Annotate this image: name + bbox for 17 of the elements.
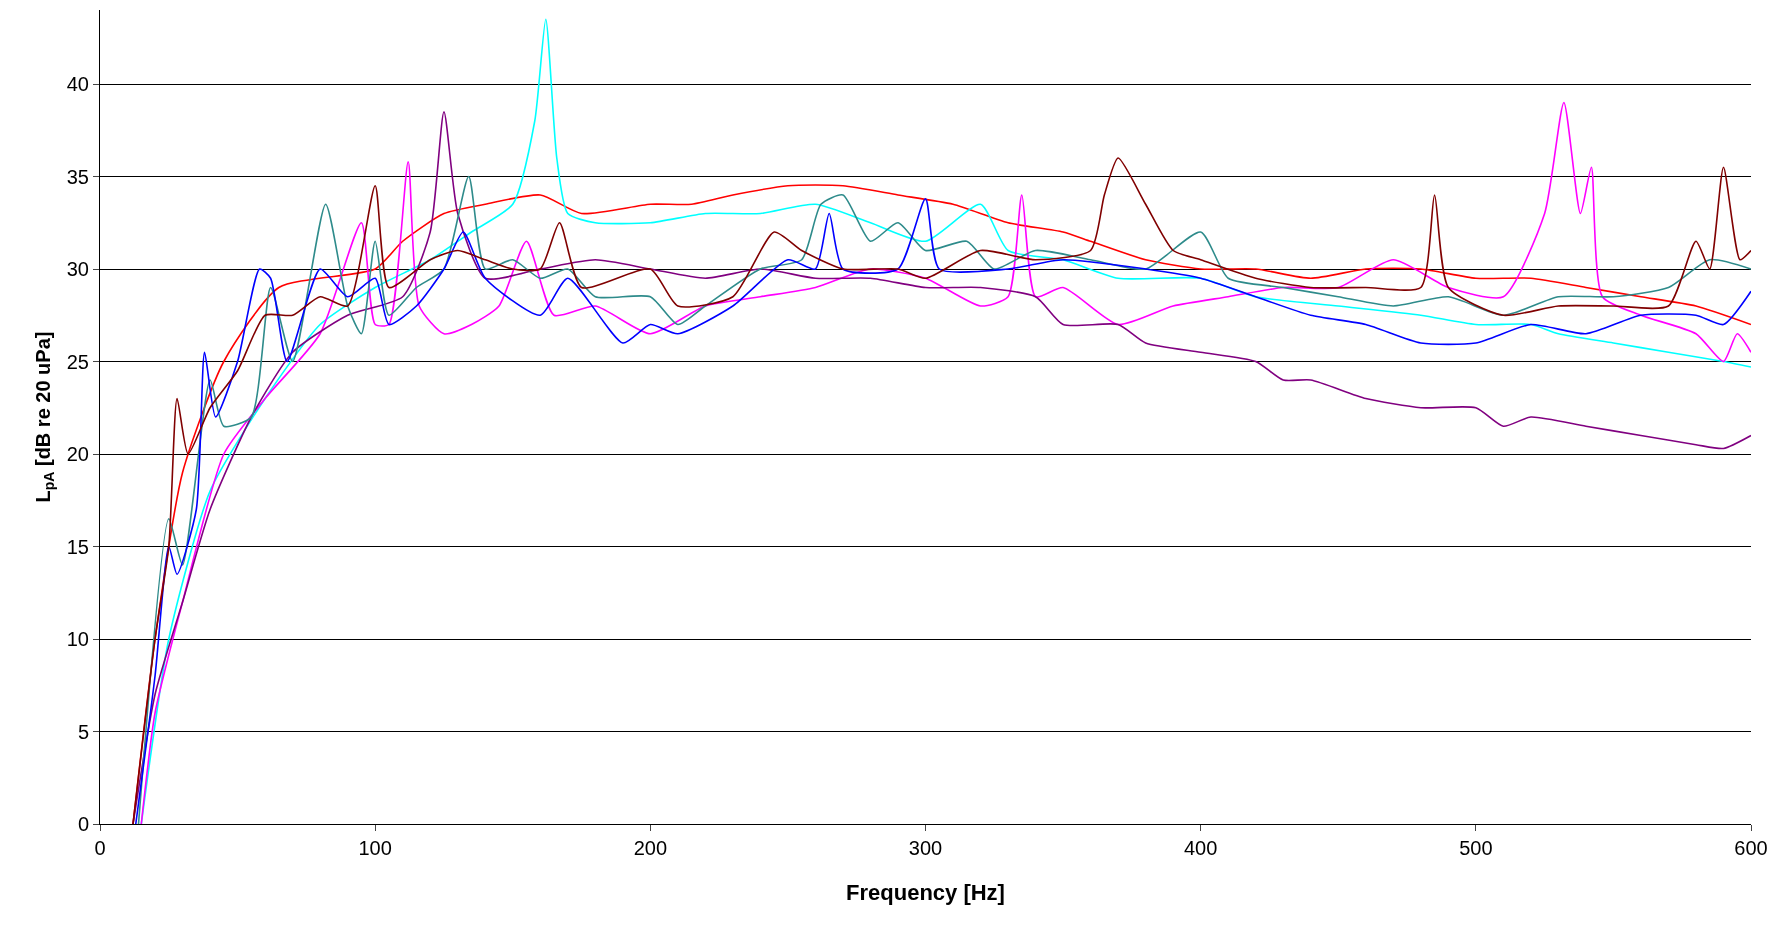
- y-tick-label: 30: [66, 258, 89, 280]
- x-tick-label: 500: [1459, 837, 1493, 859]
- y-tick-label: 25: [66, 350, 89, 373]
- y-tick-label: 35: [66, 165, 89, 188]
- y-tick-label: 5: [77, 720, 89, 743]
- x-tick-label: 100: [358, 837, 392, 859]
- x-tick-label: 600: [1734, 837, 1768, 859]
- x-tick-label: 200: [633, 837, 668, 859]
- y-tick-label: 15: [66, 535, 89, 558]
- y-tick-label: 40: [66, 73, 89, 95]
- y-tick-label: 10: [66, 628, 89, 650]
- y-tick-label: 0: [77, 813, 89, 835]
- x-tick-label: 0: [94, 837, 106, 859]
- x-axis-title: Frequency [Hz]: [846, 880, 1005, 905]
- x-tick-label: 300: [908, 837, 943, 859]
- y-tick-label: 20: [66, 443, 89, 465]
- x-tick-label: 400: [1183, 837, 1218, 859]
